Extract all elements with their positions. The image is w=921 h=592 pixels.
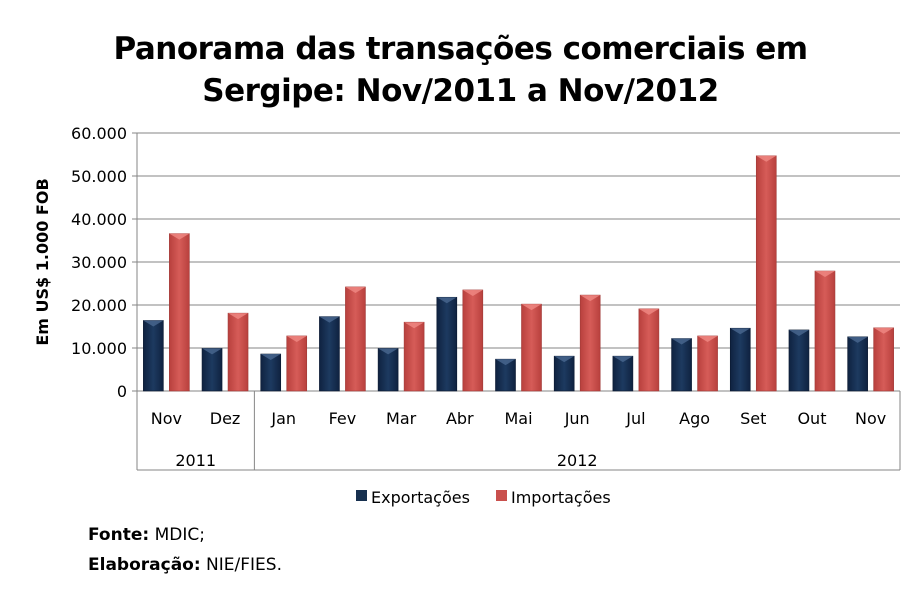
preparation-value: NIE/FIES.	[200, 555, 282, 575]
x-tick-label: Mar	[386, 409, 417, 428]
y-tick-label: 40.000	[71, 210, 127, 229]
x-tick-label: Jun	[564, 409, 590, 428]
export-bar	[436, 296, 458, 392]
bar-bevel	[788, 329, 809, 336]
bar-bevel	[495, 359, 516, 366]
bar-bevel	[612, 356, 633, 363]
y-tick-label: 60.000	[71, 124, 127, 143]
import-bar	[814, 270, 836, 392]
import-bar	[638, 308, 660, 392]
bar-bevel	[319, 316, 340, 323]
import-bar	[345, 286, 366, 392]
bar-bevel	[404, 322, 425, 329]
bar-bevel	[345, 286, 366, 293]
year-label: 2012	[557, 451, 598, 470]
chart-title: Panorama das transações comerciais em Se…	[0, 28, 921, 112]
import-bar	[227, 312, 249, 392]
import-bar	[697, 335, 718, 392]
export-bar	[143, 320, 164, 392]
source-value: MDIC;	[149, 525, 205, 545]
x-tick-label: Nov	[855, 409, 886, 428]
bar-bevel	[671, 338, 692, 345]
x-tick-label: Jan	[270, 409, 296, 428]
bar-bevel	[638, 308, 659, 315]
bar-bevel	[847, 336, 868, 343]
preparation-note: Elaboração: NIE/FIES.	[88, 555, 282, 575]
export-bar	[788, 329, 810, 392]
x-tick-label: Ago	[679, 409, 710, 428]
export-bar	[319, 316, 340, 392]
source-note: Fonte: MDIC;	[88, 525, 205, 545]
import-bar	[169, 233, 190, 392]
source-label: Fonte:	[88, 525, 150, 545]
bar-bevel	[554, 356, 575, 363]
export-bar	[377, 348, 399, 392]
legend-label-exportacoes: Exportações	[371, 488, 470, 507]
bar-bevel	[228, 313, 249, 320]
bar-bevel	[756, 155, 777, 162]
y-tick-label: 0	[117, 382, 127, 401]
bar-bevel	[260, 354, 281, 361]
x-tick-label: Mai	[504, 409, 532, 428]
x-tick-label: Abr	[446, 409, 474, 428]
import-bar	[579, 294, 601, 392]
import-bar	[873, 327, 894, 392]
chart-title-line2: Sergipe: Nov/2011 a Nov/2012	[202, 73, 719, 109]
bar-bevel	[436, 297, 457, 304]
bar-bevel	[169, 233, 190, 240]
y-tick-label: 30.000	[71, 253, 127, 272]
export-bar	[729, 327, 751, 392]
export-bar	[671, 338, 692, 392]
bar-bevel	[462, 289, 483, 296]
import-bar	[755, 155, 777, 392]
import-bar	[286, 335, 308, 392]
bar-bevel	[814, 271, 835, 278]
export-bar	[847, 336, 868, 392]
bar-bevel	[730, 328, 751, 335]
bar-bevel	[286, 335, 307, 342]
preparation-label: Elaboração:	[88, 555, 201, 575]
x-tick-label: Set	[740, 409, 766, 428]
bar-bevel	[202, 348, 223, 355]
export-bar	[201, 348, 223, 392]
import-bar	[462, 289, 484, 392]
import-bar	[403, 321, 425, 392]
legend-label-importacoes: Importações	[511, 488, 611, 507]
import-bar	[521, 303, 542, 392]
legend-swatch-importacoes	[496, 490, 507, 501]
bar-bevel	[143, 320, 164, 327]
x-tick-label: Fev	[329, 409, 357, 428]
chart-title-line1: Panorama das transações comerciais em	[113, 31, 808, 67]
bar-bevel	[580, 295, 601, 302]
x-tick-label: Nov	[151, 409, 182, 428]
y-tick-label: 20.000	[71, 296, 127, 315]
bar-bevel	[378, 348, 399, 355]
x-tick-label: Out	[797, 409, 826, 428]
year-label: 2011	[175, 451, 216, 470]
bar-bevel	[873, 327, 894, 334]
y-axis-label: Em US$ 1.000 FOB	[33, 178, 52, 345]
x-tick-label: Jul	[625, 409, 645, 428]
x-tick-label: Dez	[210, 409, 241, 428]
y-tick-label: 50.000	[71, 167, 127, 186]
legend-swatch-exportacoes	[356, 490, 367, 501]
y-tick-label: 10.000	[71, 339, 127, 358]
bar-bevel	[697, 335, 718, 342]
bar-bevel	[521, 304, 542, 311]
